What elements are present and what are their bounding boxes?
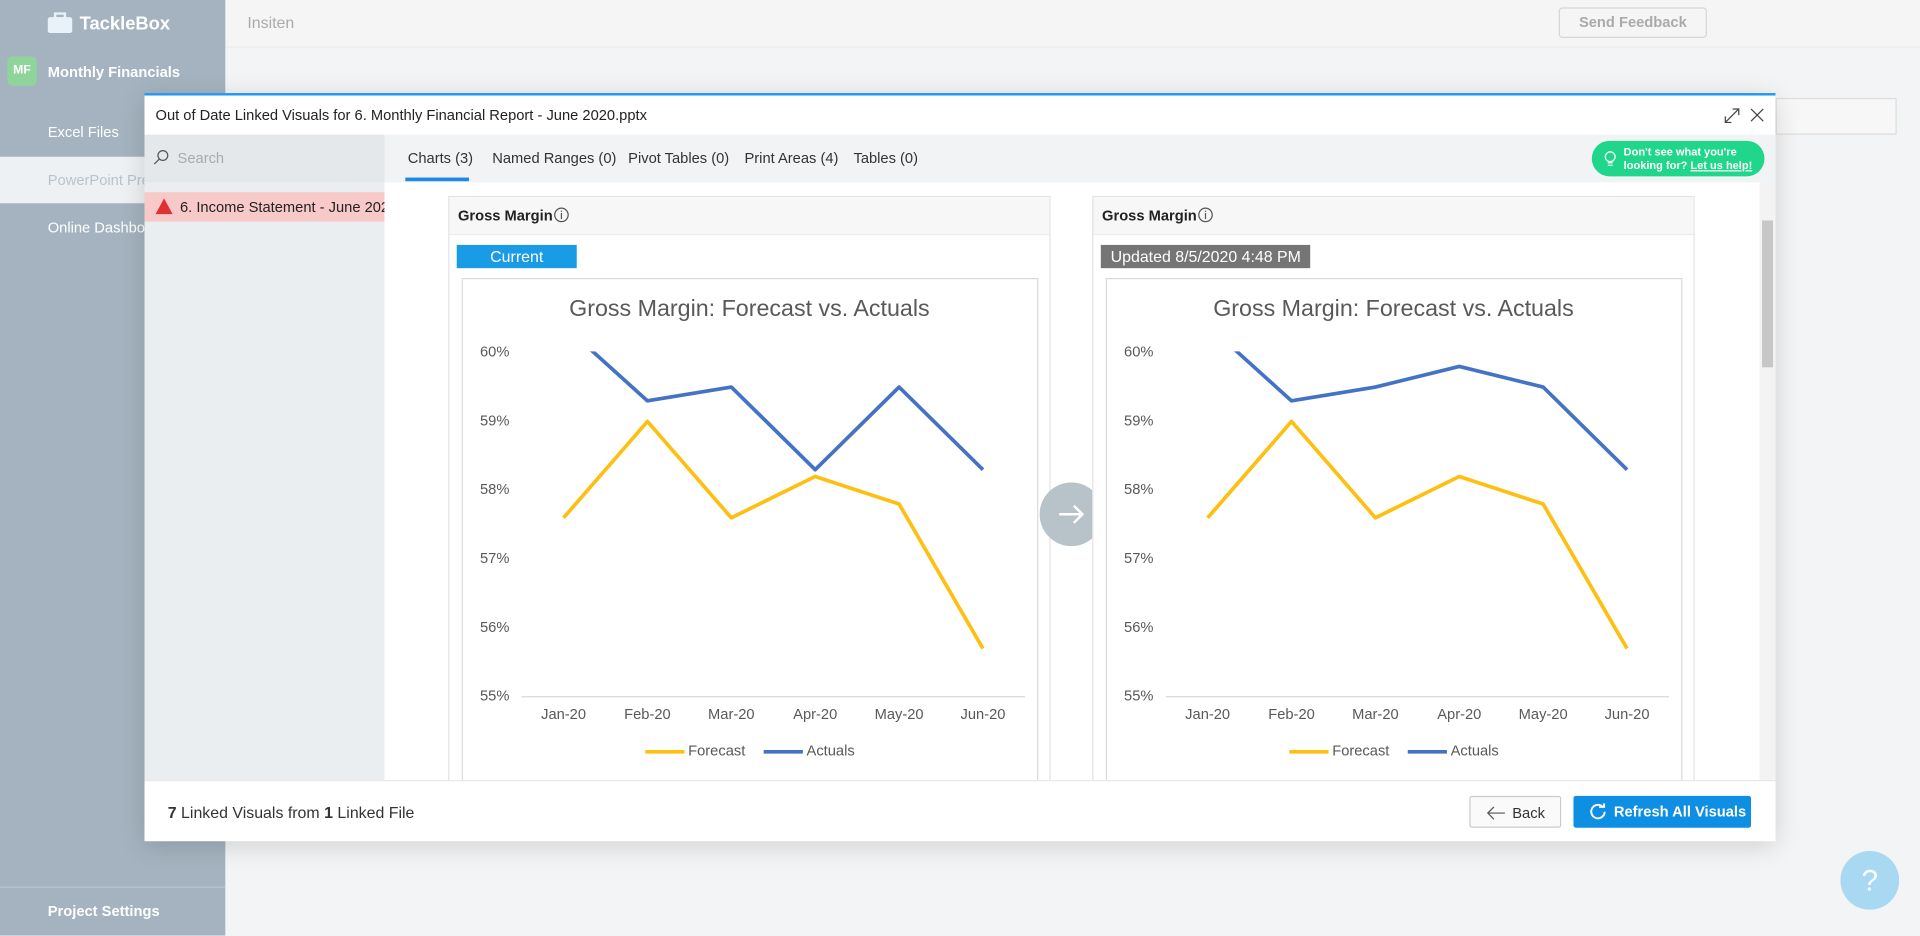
send-feedback-button[interactable]: Send Feedback [1558, 7, 1707, 38]
status-badge: Updated 8/5/2020 4:48 PM [1100, 244, 1311, 269]
y-tick-label: 56% [480, 620, 509, 636]
y-tick-label: 58% [1124, 482, 1153, 498]
footer: 7 Linked Visuals from 1 Linked File Back… [144, 780, 1776, 844]
modal-title: Out of Date Linked Visuals for 6. Monthl… [155, 106, 647, 124]
top-bar: Insiten Send Feedback [225, 0, 1920, 48]
chart-frame [1105, 277, 1683, 781]
active-tab-indicator [405, 177, 469, 182]
help-button[interactable]: ? [1840, 851, 1900, 910]
x-tick-label: Apr-20 [1437, 707, 1481, 723]
series-line [589, 351, 985, 472]
x-tick-label: Jan-20 [541, 707, 586, 723]
tab[interactable]: Charts (3) [407, 149, 474, 167]
x-tick-label: Feb-20 [1268, 707, 1315, 723]
scrollbar[interactable] [1759, 182, 1776, 781]
project-name[interactable]: Monthly Financials [47, 63, 181, 81]
modal: Out of Date Linked Visuals for 6. Monthl… [144, 93, 1776, 844]
y-tick-label: 56% [1124, 620, 1153, 636]
legend-label: Forecast [1332, 744, 1389, 760]
refresh-button[interactable]: Refresh All Visuals [1573, 795, 1752, 828]
status-badge: Current [456, 244, 577, 269]
back-button[interactable]: Back [1469, 795, 1562, 828]
window-controls[interactable] [1724, 107, 1768, 124]
y-tick-label: 58% [480, 482, 509, 498]
nav-item[interactable]: Excel Files [47, 123, 119, 141]
x-tick-label: Apr-20 [793, 707, 837, 723]
project-settings[interactable]: Project Settings [47, 902, 160, 920]
file-item[interactable]: 6. Income Statement - June 2020 [144, 192, 385, 222]
legend-label: Actuals [1451, 744, 1499, 760]
x-tick-label: Mar-20 [1352, 707, 1399, 723]
x-tick-label: May-20 [875, 707, 924, 723]
x-tick-label: May-20 [1519, 707, 1568, 723]
tab[interactable]: Pivot Tables (0) [628, 149, 730, 167]
chart-card: Gross Margin Updated 8/5/2020 4:48 PM Gr… [1092, 195, 1695, 781]
content: Gross Margin Current Gross Margin: Forec… [384, 182, 1776, 781]
legend-label: Actuals [807, 744, 855, 760]
tab[interactable]: Tables (0) [853, 149, 918, 167]
x-tick-label: Mar-20 [708, 707, 755, 723]
y-tick-label: 59% [1124, 413, 1153, 429]
file-count: 1 [324, 803, 333, 822]
tab[interactable]: Named Ranges (0) [492, 149, 617, 167]
y-tick-label: 60% [1124, 345, 1153, 361]
refresh-label: Refresh All Visuals [1613, 803, 1747, 821]
search-icon [153, 150, 169, 165]
svg-text:?: ? [1862, 865, 1878, 898]
help-badge[interactable]: Don't see what you're looking for? Let u… [1591, 140, 1765, 177]
workspace[interactable]: Insiten [247, 13, 295, 32]
file-name: 6. Income Statement - June 2020 [180, 198, 385, 216]
file-list-pane: Search 6. Income Statement - June 2020 [144, 134, 385, 781]
chart-title: Gross Margin: Forecast vs. Actuals [1213, 295, 1573, 321]
x-tick-label: Feb-20 [624, 707, 671, 723]
compare-arrow [1039, 482, 1104, 547]
back-label: Back [1512, 804, 1545, 822]
tab[interactable]: Print Areas (4) [744, 149, 839, 167]
help-text: Don't see what you're looking for? [1623, 145, 1737, 172]
x-tick-label: Jun-20 [1605, 707, 1650, 723]
footer-text: Linked File [337, 803, 415, 822]
logo: TackleBox [79, 13, 171, 35]
y-tick-label: 55% [480, 689, 509, 705]
x-tick-label: Jan-20 [1185, 707, 1230, 723]
series-line [562, 419, 985, 650]
search-placeholder[interactable]: Search [177, 149, 225, 167]
chart: Gross Margin: Forecast vs. Actuals 55% 56%… [461, 277, 1039, 781]
y-tick-label: 59% [480, 413, 509, 429]
chart-frame [461, 277, 1039, 781]
logo-icon [47, 12, 73, 34]
legend-label: Forecast [688, 744, 745, 760]
chart-card: Gross Margin Current Gross Margin: Forec… [448, 195, 1051, 781]
tabs: Charts (3) Named Ranges (0) Pivot Tables… [384, 134, 1776, 183]
visual-count: 7 [167, 803, 177, 822]
card-title: Gross Margin [1102, 206, 1197, 225]
project-initials: MF [7, 56, 37, 86]
y-tick-label: 57% [1124, 551, 1153, 567]
series-line [1206, 419, 1629, 650]
chart: Gross Margin: Forecast vs. Actuals 55% 56%… [1105, 277, 1683, 781]
background-input [1775, 97, 1897, 135]
x-tick-label: Jun-20 [960, 707, 1005, 723]
y-tick-label: 55% [1124, 689, 1153, 705]
nav-item[interactable]: Online Dashboa [47, 219, 154, 237]
chart-title: Gross Margin: Forecast vs. Actuals [569, 295, 930, 321]
y-tick-label: 57% [480, 551, 509, 567]
help-link[interactable]: Let us help! [1690, 159, 1753, 172]
series-line [1234, 351, 1629, 471]
card-title: Gross Margin [457, 206, 553, 225]
footer-text: Linked Visuals from [181, 803, 320, 822]
y-tick-label: 60% [480, 345, 509, 361]
